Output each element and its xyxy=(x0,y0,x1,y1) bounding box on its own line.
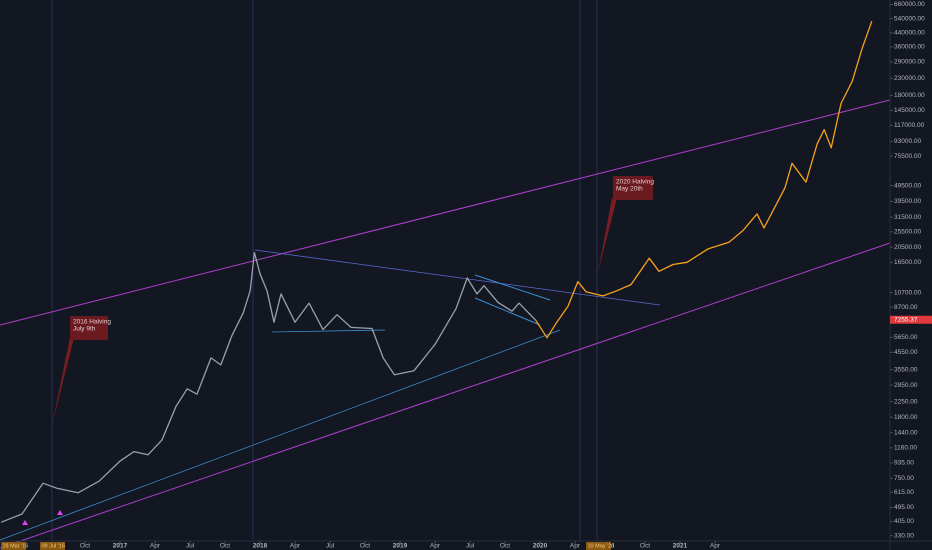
y-tick-label: 330.00 xyxy=(894,532,914,539)
y-tick-label: 4550.00 xyxy=(894,349,918,356)
y-tick-label: 16500.00 xyxy=(894,259,921,266)
y-tick-label: 8700.00 xyxy=(894,304,918,311)
x-tick-label: 2021 xyxy=(673,543,688,550)
x-marker-bg xyxy=(40,542,65,550)
x-tick-label: Oct xyxy=(80,543,90,550)
x-marker-label: 28 Mar '16 xyxy=(3,543,29,549)
last-price-label: 7255.37 xyxy=(894,316,918,323)
y-tick-label: 10700.00 xyxy=(894,289,921,296)
annotation-pointer xyxy=(598,198,617,272)
annotation-pointer xyxy=(52,338,74,425)
x-tick-label: Apr xyxy=(150,543,161,550)
channel-lower xyxy=(0,242,891,549)
x-marker-bg xyxy=(1,542,26,550)
x-tick-label: Jul xyxy=(466,543,475,550)
price-line xyxy=(535,20,873,339)
signal-arrow xyxy=(22,510,63,525)
y-tick-label: 31500.00 xyxy=(894,214,921,221)
x-marker-label: 09 Jul '16 xyxy=(42,543,65,549)
x-marker-label: 10 May '20 xyxy=(588,543,615,549)
y-tick-label: 290000.00 xyxy=(894,59,925,66)
y-tick-label: 1440.00 xyxy=(894,429,918,436)
x-tick-label: Oct xyxy=(500,543,510,550)
annotation-text: May 20th xyxy=(616,186,643,193)
x-tick-label: 2019 xyxy=(393,543,408,550)
y-tick-label: 750.00 xyxy=(894,475,914,482)
last-price-tag xyxy=(890,315,932,324)
y-tick-label: 39500.00 xyxy=(894,198,921,205)
y-tick-label: 440000.00 xyxy=(894,30,925,37)
y-tick-label: 75500.00 xyxy=(894,153,921,160)
trend-line xyxy=(254,249,661,306)
y-tick-label: 230000.00 xyxy=(894,75,925,82)
y-tick-label: 20500.00 xyxy=(894,244,921,251)
x-tick-label: Apr xyxy=(570,543,581,550)
annotation-box xyxy=(70,316,108,340)
y-tick-label: 2850.00 xyxy=(894,382,918,389)
x-tick-label: Jul xyxy=(186,543,195,550)
y-tick-label: 49500.00 xyxy=(894,182,921,189)
wedge-line xyxy=(474,274,551,301)
y-tick-label: 360000.00 xyxy=(894,44,925,51)
y-tick-label: 3550.00 xyxy=(894,366,918,373)
y-tick-label: 935.00 xyxy=(894,460,914,467)
support-line xyxy=(271,329,386,333)
annotation-text: July 9th xyxy=(73,326,96,333)
y-tick-label: 25500.00 xyxy=(894,229,921,236)
y-tick-label: 540000.00 xyxy=(894,15,925,22)
x-tick-label: Apr xyxy=(710,543,721,550)
y-tick-label: 93000.00 xyxy=(894,138,921,145)
x-marker-bg xyxy=(586,542,611,550)
y-tick-label: 180000.00 xyxy=(894,92,925,99)
y-tick-label: 145000.00 xyxy=(894,107,925,114)
wedge-line xyxy=(474,297,541,326)
y-tick-label: 2250.00 xyxy=(894,398,918,405)
x-tick-label: 2017 xyxy=(113,543,128,550)
y-tick-label: 615.00 xyxy=(894,489,914,496)
x-tick-label: Oct xyxy=(640,543,650,550)
channel-upper xyxy=(0,99,891,326)
x-tick-label: Jul xyxy=(326,543,335,550)
annotation-text: 2020 Halving xyxy=(616,179,654,186)
y-tick-label: 1160.00 xyxy=(894,445,917,452)
trend-line xyxy=(0,329,561,541)
x-tick-label: Apr xyxy=(290,543,301,550)
y-tick-label: 117000.00 xyxy=(894,122,925,129)
annotation-box xyxy=(613,176,653,200)
x-tick-label: 2020 xyxy=(533,543,548,550)
x-tick-label: Oct xyxy=(220,543,230,550)
y-tick-label: 1800.00 xyxy=(894,414,918,421)
y-tick-label: 5650.00 xyxy=(894,334,918,341)
y-tick-label: 660000.00 xyxy=(894,1,925,8)
price-line xyxy=(0,251,537,523)
annotation-text: 2016 Halving xyxy=(73,319,111,326)
y-tick-label: 405.00 xyxy=(894,518,914,525)
x-tick-label: Oct xyxy=(360,543,370,550)
x-tick-label: Apr xyxy=(430,543,441,550)
x-tick-label: 2018 xyxy=(253,543,268,550)
y-tick-label: 495.00 xyxy=(894,504,914,511)
